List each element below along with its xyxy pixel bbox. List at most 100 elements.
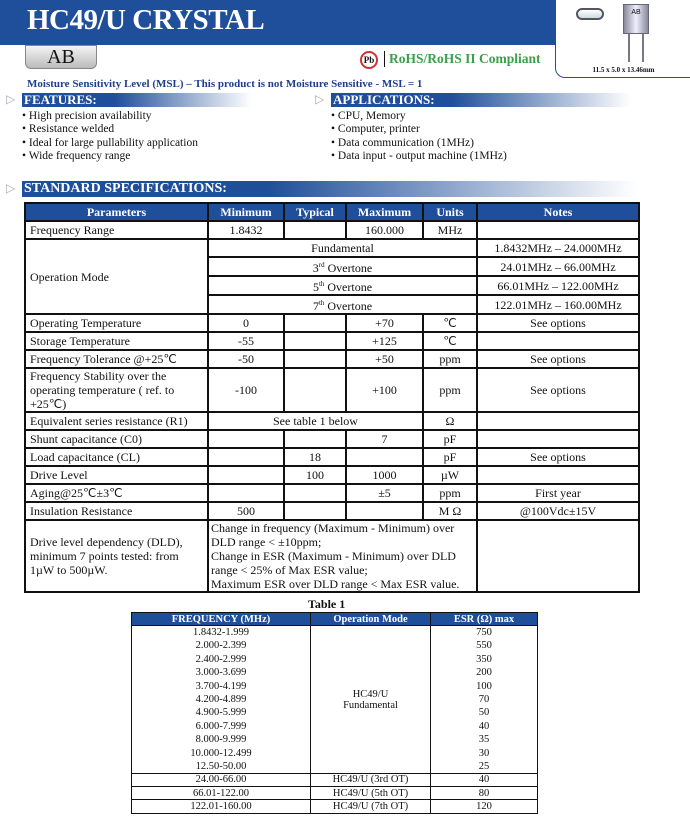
cell: 8.000-9.999 [131,733,311,747]
table-row: Drive Level 100 1000 µW [24,465,640,485]
cell: See table 1 below [207,411,424,431]
cell: 1000 [345,465,424,485]
cell: 160.000 [345,220,424,240]
table-row: 122.01-160.00 HC49/U (7th OT) 120 [131,799,538,814]
cell: ℃ [422,331,478,351]
page-title: HC49/U CRYSTAL [27,4,265,36]
cell: Operating Temperature [24,313,209,333]
cell: 3.000-3.699 [131,666,311,680]
cell [345,501,424,521]
cell: Change in frequency (Maximum - Minimum) … [207,519,478,593]
cell [283,429,347,449]
cell: +50 [345,349,424,369]
triangle-icon: ▷ [315,92,325,106]
cell: @100Vdc±15V [476,501,640,521]
cell [207,447,285,467]
cell [283,367,347,413]
feature-item: Ideal for large pullability application [22,137,198,150]
cell [283,501,347,521]
feature-item: Resistance welded [22,123,198,136]
cell: M Ω [422,501,478,521]
cell: 7 [345,429,424,449]
col-header: Typical [283,202,347,222]
cell: 2.000-2.399 [131,639,311,653]
crystal-side-view: AB [623,4,649,34]
cell: 18 [283,447,347,467]
cell [476,465,640,485]
table-row: Operation Mode Fundamental 1.8432MHz – 2… [24,238,640,315]
cell: Operation Mode [24,238,209,315]
cell: Insulation Resistance [24,501,209,521]
col-header: Maximum [345,202,424,222]
table-row: 3.700-4.199 100 [131,679,538,693]
application-item: Data communication (1MHz) [331,137,507,150]
cell: HC49/U Fundamental [310,625,431,774]
cell: 66.01-122.00 [131,786,311,801]
cell: pF [422,447,478,467]
table-row: 1.8432-1.999 HC49/U Fundamental 750 [131,625,538,774]
cell: 0 [207,313,285,333]
cell: 120 [430,799,538,814]
table-row: Insulation Resistance 500 M Ω @100Vdc±15V [24,501,640,521]
cell: 66.01MHz – 122.00MHz [476,275,640,296]
ab-badge: AB [25,45,97,69]
application-item: Data input - output machine (1MHz) [331,150,507,163]
cell: 12.50-50.00 [131,759,311,774]
cell [283,313,347,333]
crystal-top-view [576,8,604,20]
col-header: Parameters [24,202,209,222]
cell: 70 [430,692,538,707]
spec-table: Parameters Minimum Typical Maximum Units Note… [24,202,640,593]
title-banner: HC49/U CRYSTAL [0,0,555,45]
cell [476,331,640,351]
cell: ±5 [345,483,424,503]
cell: 24.01MHz – 66.00MHz [476,256,640,277]
table-row: 3.000-3.699 200 [131,666,538,680]
applications-heading: APPLICATIONS: [331,93,631,107]
cell: See options [476,349,640,369]
cell: Frequency Stability over the operating t… [24,367,209,413]
table-row: 2.400-2.999 350 [131,652,538,667]
cell: -100 [207,367,285,413]
header-row: FREQUENCY (MHz) Operation Mode ESR (Ω) max [131,611,538,627]
cell: 100 [283,465,347,485]
cell: 25 [430,759,538,774]
cell: Load capacitance (CL) [24,447,209,467]
cell: 1.8432-1.999 [131,625,311,640]
cell: 500 [207,501,285,521]
cell: 550 [430,639,538,653]
cell [207,465,285,485]
table-row: Operating Temperature 0 +70 ℃ See options [24,313,640,333]
table-row: Storage Temperature -55 +125 ℃ [24,331,640,351]
col-header: Notes [476,202,640,222]
cell: ppm [422,349,478,369]
esr-table: FREQUENCY (MHz) Operation Mode ESR (Ω) max… [131,611,538,814]
table-row: Frequency Tolerance @+25℃ -50 +50 ppm See op… [24,349,640,369]
cell: 30 [430,746,538,760]
col-header: FREQUENCY (MHz) [131,611,311,627]
product-photo: AB 11.5 x 5.0 x 13.46mm [555,0,690,78]
cell: +70 [345,313,424,333]
table-row: Drive level dependency (DLD), minimum 7 … [24,519,640,593]
table-row: Frequency Range 1.8432 160.000 MHz [24,220,640,240]
table-row: 24.00-66.00 HC49/U (3rd OT) 40 [131,772,538,788]
table-row: 7th Overtone 122.01MHz – 160.00MHz [25,294,640,315]
cell: 3.700-4.199 [131,679,311,693]
cell: See options [476,367,640,413]
dimensions: 11.5 x 5.0 x 13.46mm [592,66,655,74]
cell: Frequency Tolerance @+25℃ [24,349,209,369]
header-row: Parameters Minimum Typical Maximum Units Note… [24,202,640,222]
pb-free-icon: Pb [360,51,378,69]
cell: 50 [430,706,538,720]
cell: 40 [430,772,538,788]
cell: Storage Temperature [24,331,209,351]
specs-heading: STANDARD SPECIFICATIONS: [22,181,637,197]
cell [476,429,640,449]
cell: First year [476,483,640,503]
cell: -55 [207,331,285,351]
table-row: Aging@25℃±3℃ ±5 ppm First year [24,483,640,503]
cell: -50 [207,349,285,369]
cell [207,483,285,503]
cell: See options [476,447,640,467]
table-row: Frequency Stability over the operating t… [24,367,640,413]
